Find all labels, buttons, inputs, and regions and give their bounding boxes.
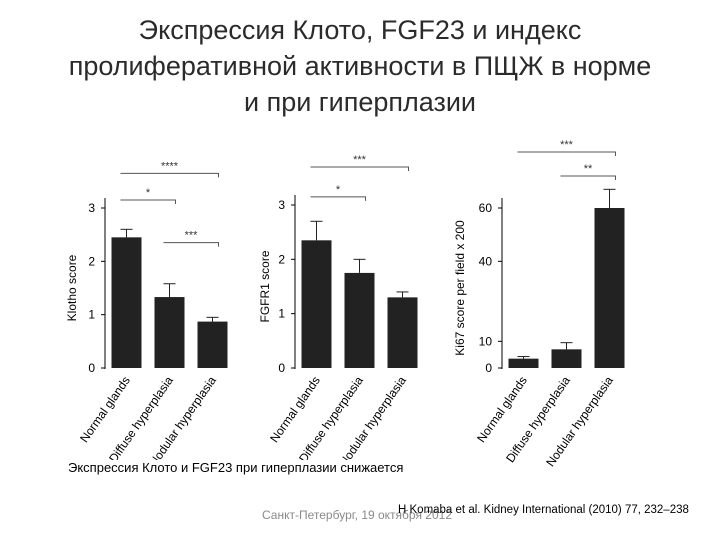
bar [197,321,228,368]
y-axis-label: FGFR1 score [258,250,272,322]
y-tick-label: 3 [88,201,95,215]
significance-label: **** [161,160,179,172]
y-axis-label: Ki67 score per field x 200 [453,220,467,356]
significance-label: * [336,184,341,196]
significance-bracket [310,196,366,201]
ki67-chart: Ki67 score per field x 2000104060Normal … [453,139,625,469]
bar [594,208,625,368]
footer-citation: H Komaba et al. Kidney International (20… [398,504,689,516]
y-tick-label: 0 [278,361,285,375]
y-tick-label: 1 [278,307,285,321]
footer-location-date: Санкт-Петербург, 19 октября 2012 [262,508,452,522]
significance-bracket [163,242,219,247]
y-tick-label: 2 [278,252,285,266]
title-line-1: Экспрессия Клото, FGF23 и индекс [138,15,582,45]
y-tick-label: 40 [479,254,493,268]
bar [111,237,142,368]
title-line-2: пролиферативной активности в ПЩЖ в норме [68,51,652,81]
y-tick-label: 10 [479,334,493,348]
y-tick-label: 1 [88,308,95,322]
y-tick-label: 2 [88,254,95,268]
significance-label: *** [560,139,574,151]
significance-bracket [560,175,616,180]
bar [551,349,582,368]
significance-label: *** [185,230,199,242]
y-tick-label: 3 [278,198,285,212]
bar [387,297,418,368]
significance-label: * [146,187,151,199]
significance-bracket [120,199,176,204]
title-line-3: и при гиперплазии [243,87,477,117]
bar [344,272,375,368]
significance-label: *** [353,154,367,166]
y-axis-label: Klotho score [65,254,79,321]
bar [508,358,539,368]
significance-label: ** [584,163,593,175]
bar [154,297,185,368]
significance-bracket [517,151,616,156]
slide-title: Экспрессия Клото, FGF23 и индекс пролифе… [20,12,700,120]
significance-bracket [310,166,409,171]
y-tick-label: 0 [88,361,95,375]
bar [301,240,332,368]
y-tick-label: 60 [479,201,493,215]
y-tick-label: 0 [485,361,492,375]
slide-caption: Экспрессия Клото и FGF23 при гиперплазии… [68,460,404,475]
significance-bracket [120,172,219,178]
